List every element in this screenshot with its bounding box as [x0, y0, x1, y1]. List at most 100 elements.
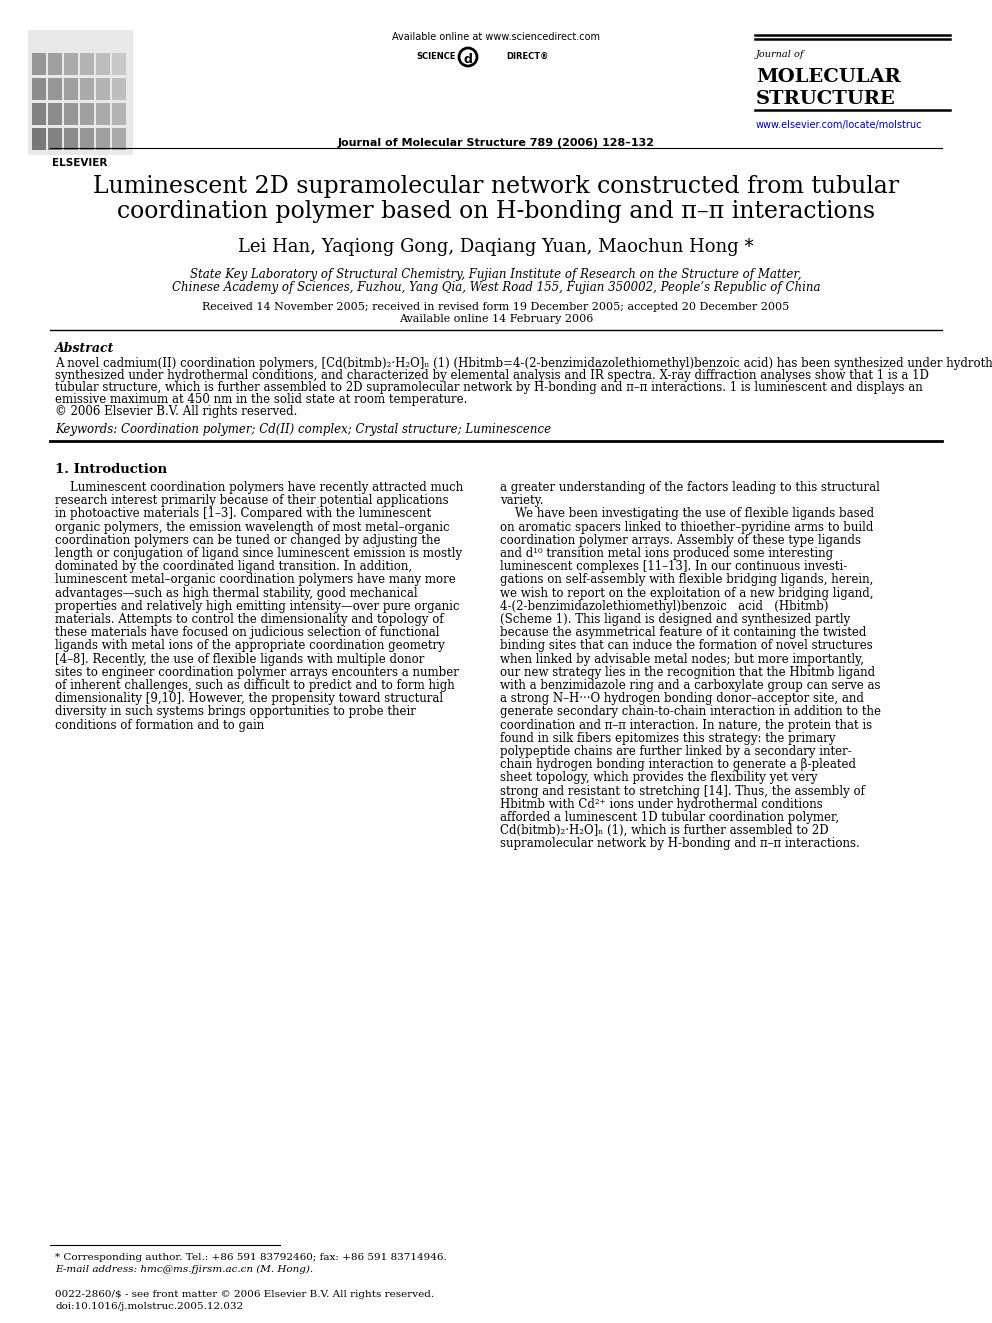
Text: found in silk fibers epitomizes this strategy: the primary: found in silk fibers epitomizes this str… [500, 732, 835, 745]
Text: Cd(bitmb)₂·H₂O]ₙ (1), which is further assembled to 2D: Cd(bitmb)₂·H₂O]ₙ (1), which is further a… [500, 824, 828, 837]
Text: dimensionality [9,10]. However, the propensity toward structural: dimensionality [9,10]. However, the prop… [55, 692, 443, 705]
Text: coordination polymer based on H-bonding and π–π interactions: coordination polymer based on H-bonding … [117, 200, 875, 224]
Bar [80, 53, 94, 75]
Text: supramolecular network by H-bonding and π–π interactions.: supramolecular network by H-bonding and … [500, 837, 860, 851]
Text: 1. Introduction: 1. Introduction [55, 463, 167, 476]
Text: conditions of formation and to gain: conditions of formation and to gain [55, 718, 264, 732]
Text: because the asymmetrical feature of it containing the twisted: because the asymmetrical feature of it c… [500, 626, 866, 639]
Bar [32, 128, 46, 149]
Text: www.elsevier.com/locate/molstruc: www.elsevier.com/locate/molstruc [756, 120, 923, 130]
Bar [112, 78, 126, 101]
Bar [96, 128, 110, 149]
Text: State Key Laboratory of Structural Chemistry, Fujian Institute of Research on th: State Key Laboratory of Structural Chemi… [190, 269, 802, 280]
Text: we wish to report on the exploitation of a new bridging ligand,: we wish to report on the exploitation of… [500, 586, 874, 599]
Text: materials. Attempts to control the dimensionality and topology of: materials. Attempts to control the dimen… [55, 613, 443, 626]
Text: MOLECULAR: MOLECULAR [756, 67, 901, 86]
Text: chain hydrogen bonding interaction to generate a β-pleated: chain hydrogen bonding interaction to ge… [500, 758, 856, 771]
Text: [4–8]. Recently, the use of flexible ligands with multiple donor: [4–8]. Recently, the use of flexible lig… [55, 652, 425, 665]
Text: of inherent challenges, such as difficult to predict and to form high: of inherent challenges, such as difficul… [55, 679, 454, 692]
Text: Abstract: Abstract [55, 343, 114, 355]
Bar [64, 78, 78, 101]
Text: sites to engineer coordination polymer arrays encounters a number: sites to engineer coordination polymer a… [55, 665, 459, 679]
Text: sheet topology, which provides the flexibility yet very: sheet topology, which provides the flexi… [500, 771, 817, 785]
Text: coordination and π–π interaction. In nature, the protein that is: coordination and π–π interaction. In nat… [500, 718, 872, 732]
Text: generate secondary chain-to-chain interaction in addition to the: generate secondary chain-to-chain intera… [500, 705, 881, 718]
Text: 4-(2-benzimidazolethiomethyl)benzoic   acid   (Hbitmb): 4-(2-benzimidazolethiomethyl)benzoic aci… [500, 599, 828, 613]
Bar [112, 103, 126, 124]
Text: (Scheme 1). This ligand is designed and synthesized partly: (Scheme 1). This ligand is designed and … [500, 613, 850, 626]
Bar [48, 53, 62, 75]
Bar [96, 78, 110, 101]
Text: when linked by advisable metal nodes; but more importantly,: when linked by advisable metal nodes; bu… [500, 652, 864, 665]
Text: Received 14 November 2005; received in revised form 19 December 2005; accepted 2: Received 14 November 2005; received in r… [202, 302, 790, 312]
Text: in photoactive materials [1–3]. Compared with the luminescent: in photoactive materials [1–3]. Compared… [55, 508, 432, 520]
Text: dominated by the coordinated ligand transition. In addition,: dominated by the coordinated ligand tran… [55, 560, 412, 573]
Bar [32, 103, 46, 124]
Text: d: d [463, 53, 472, 66]
Text: advantages—such as high thermal stability, good mechanical: advantages—such as high thermal stabilit… [55, 586, 418, 599]
Text: doi:10.1016/j.molstruc.2005.12.032: doi:10.1016/j.molstruc.2005.12.032 [55, 1302, 243, 1311]
Text: Hbitmb with Cd²⁺ ions under hydrothermal conditions: Hbitmb with Cd²⁺ ions under hydrothermal… [500, 798, 822, 811]
Text: diversity in such systems brings opportunities to probe their: diversity in such systems brings opportu… [55, 705, 416, 718]
Text: Luminescent coordination polymers have recently attracted much: Luminescent coordination polymers have r… [55, 482, 463, 493]
Text: luminescent metal–organic coordination polymers have many more: luminescent metal–organic coordination p… [55, 573, 455, 586]
Text: DIRECT®: DIRECT® [506, 52, 549, 61]
Text: research interest primarily because of their potential applications: research interest primarily because of t… [55, 495, 448, 507]
Text: and d¹⁰ transition metal ions produced some interesting: and d¹⁰ transition metal ions produced s… [500, 546, 833, 560]
Text: these materials have focused on judicious selection of functional: these materials have focused on judiciou… [55, 626, 439, 639]
Text: with a benzimidazole ring and a carboxylate group can serve as: with a benzimidazole ring and a carboxyl… [500, 679, 881, 692]
Bar [64, 128, 78, 149]
Text: Keywords: Coordination polymer; Cd(II) complex; Crystal structure; Luminescence: Keywords: Coordination polymer; Cd(II) c… [55, 423, 552, 437]
Text: Lei Han, Yaqiong Gong, Daqiang Yuan, Maochun Hong *: Lei Han, Yaqiong Gong, Daqiang Yuan, Mao… [238, 238, 754, 255]
Text: Available online at www.sciencedirect.com: Available online at www.sciencedirect.co… [392, 32, 600, 42]
Text: We have been investigating the use of flexible ligands based: We have been investigating the use of fl… [500, 508, 874, 520]
Text: coordination polymer arrays. Assembly of these type ligands: coordination polymer arrays. Assembly of… [500, 533, 861, 546]
Text: afforded a luminescent 1D tubular coordination polymer,: afforded a luminescent 1D tubular coordi… [500, 811, 839, 824]
Bar [80, 128, 94, 149]
Bar [32, 78, 46, 101]
Text: emissive maximum at 450 nm in the solid state at room temperature.: emissive maximum at 450 nm in the solid … [55, 393, 467, 406]
Text: synthesized under hydrothermal conditions, and characterized by elemental analys: synthesized under hydrothermal condition… [55, 369, 929, 382]
Bar [64, 53, 78, 75]
Bar [112, 53, 126, 75]
Bar [48, 103, 62, 124]
Text: 0022-2860/$ - see front matter © 2006 Elsevier B.V. All rights reserved.: 0022-2860/$ - see front matter © 2006 El… [55, 1290, 434, 1299]
Bar [28, 30, 133, 155]
Text: on aromatic spacers linked to thioether–pyridine arms to build: on aromatic spacers linked to thioether–… [500, 520, 873, 533]
Bar [80, 78, 94, 101]
Bar [96, 103, 110, 124]
Text: organic polymers, the emission wavelength of most metal–organic: organic polymers, the emission wavelengt… [55, 520, 449, 533]
Text: E-mail address: hmc@ms.fjirsm.ac.cn (M. Hong).: E-mail address: hmc@ms.fjirsm.ac.cn (M. … [55, 1265, 313, 1274]
Text: variety.: variety. [500, 495, 544, 507]
Text: a strong N–H···O hydrogen bonding donor–acceptor site, and: a strong N–H···O hydrogen bonding donor–… [500, 692, 864, 705]
Text: strong and resistant to stretching [14]. Thus, the assembly of: strong and resistant to stretching [14].… [500, 785, 865, 798]
Text: gations on self-assembly with flexible bridging ligands, herein,: gations on self-assembly with flexible b… [500, 573, 873, 586]
Text: Chinese Academy of Sciences, Fuzhou, Yang Qia, West Road 155, Fujian 350002, Peo: Chinese Academy of Sciences, Fuzhou, Yan… [172, 280, 820, 294]
Text: properties and relatively high emitting intensity—over pure organic: properties and relatively high emitting … [55, 599, 459, 613]
Text: coordination polymers can be tuned or changed by adjusting the: coordination polymers can be tuned or ch… [55, 533, 440, 546]
Text: STRUCTURE: STRUCTURE [756, 90, 896, 108]
Text: ELSEVIER: ELSEVIER [53, 157, 108, 168]
Text: binding sites that can induce the formation of novel structures: binding sites that can induce the format… [500, 639, 873, 652]
Text: ligands with metal ions of the appropriate coordination geometry: ligands with metal ions of the appropria… [55, 639, 444, 652]
Text: © 2006 Elsevier B.V. All rights reserved.: © 2006 Elsevier B.V. All rights reserved… [55, 405, 298, 418]
Bar [112, 128, 126, 149]
Text: tubular structure, which is further assembled to 2D supramolecular network by H-: tubular structure, which is further asse… [55, 381, 923, 394]
Text: Journal of Molecular Structure 789 (2006) 128–132: Journal of Molecular Structure 789 (2006… [337, 138, 655, 148]
Bar [32, 53, 46, 75]
Text: polypeptide chains are further linked by a secondary inter-: polypeptide chains are further linked by… [500, 745, 852, 758]
Bar [96, 53, 110, 75]
Text: A novel cadmium(II) coordination polymers, [Cd(bitmb)₂·H₂O]ₙ (1) (Hbitmb=4-(2-be: A novel cadmium(II) coordination polymer… [55, 357, 992, 370]
Bar [48, 78, 62, 101]
Text: Luminescent 2D supramolecular network constructed from tubular: Luminescent 2D supramolecular network co… [93, 175, 899, 198]
Text: length or conjugation of ligand since luminescent emission is mostly: length or conjugation of ligand since lu… [55, 546, 462, 560]
Text: our new strategy lies in the recognition that the Hbitmb ligand: our new strategy lies in the recognition… [500, 665, 875, 679]
Text: luminescent complexes [11–13]. In our continuous investi-: luminescent complexes [11–13]. In our co… [500, 560, 847, 573]
Text: a greater understanding of the factors leading to this structural: a greater understanding of the factors l… [500, 482, 880, 493]
Bar [48, 128, 62, 149]
Text: * Corresponding author. Tel.: +86 591 83792460; fax: +86 591 83714946.: * Corresponding author. Tel.: +86 591 83… [55, 1253, 446, 1262]
Text: SCIENCE: SCIENCE [417, 52, 456, 61]
Text: Journal of: Journal of [756, 50, 805, 60]
Text: Available online 14 February 2006: Available online 14 February 2006 [399, 314, 593, 324]
Bar [64, 103, 78, 124]
